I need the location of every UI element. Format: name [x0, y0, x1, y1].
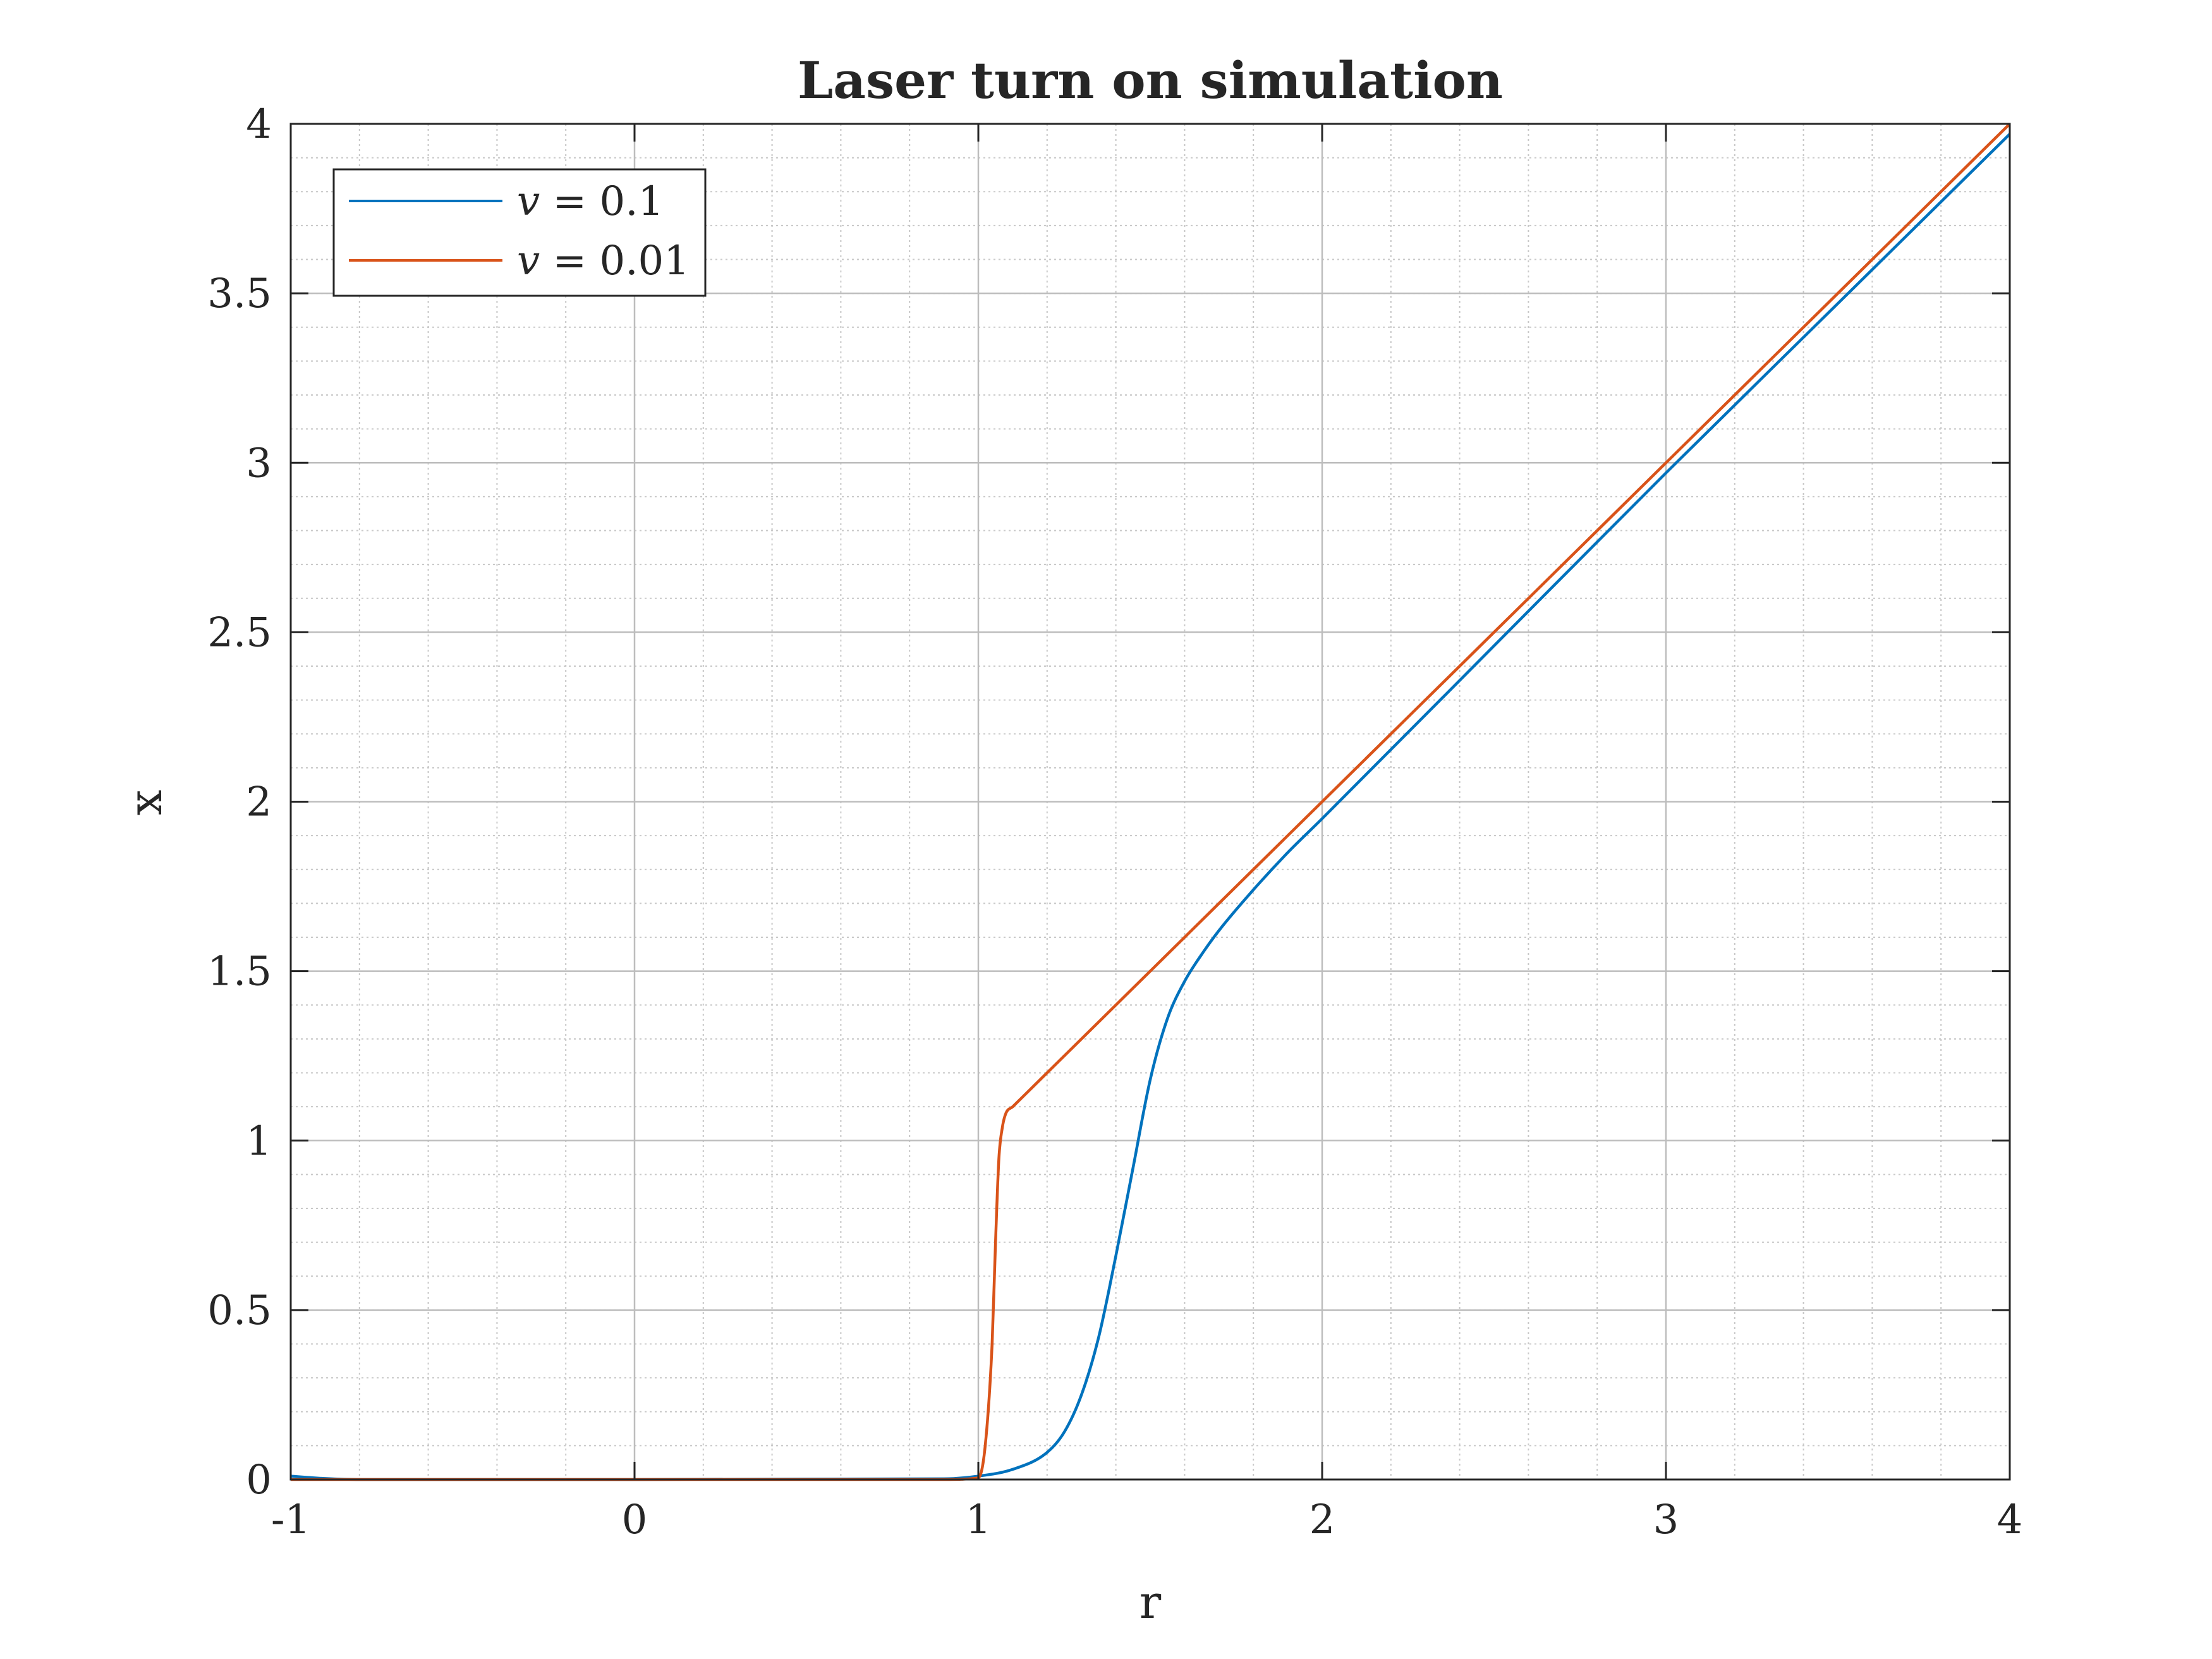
y-tick-label-1: 0.5 — [207, 1287, 272, 1334]
x-tick-label-4: 3 — [1653, 1497, 1679, 1543]
x-tick-label-0: -1 — [271, 1497, 310, 1543]
tick-marks — [289, 123, 2011, 1481]
x-tick-label-2: 1 — [966, 1497, 992, 1543]
y-tick-label-5: 2.5 — [207, 609, 272, 656]
legend-label-v01-var: v — [517, 178, 540, 225]
x-tick-label-1: 0 — [622, 1497, 648, 1543]
y-tick-labels: 0 0.5 1 1.5 2 2.5 3 3.5 4 — [207, 101, 272, 1504]
legend-label-v01: v = 0.1 — [517, 178, 664, 225]
legend-label-v001: v = 0.01 — [517, 238, 690, 284]
legend-label-v001-var: v — [517, 238, 540, 284]
y-axis-label: x — [119, 790, 172, 816]
y-tick-label-8: 4 — [246, 101, 272, 148]
x-tick-labels: -1 0 1 2 3 4 — [271, 1497, 2023, 1543]
legend-label-v001-value: = 0.01 — [540, 238, 690, 284]
x-tick-label-5: 4 — [1997, 1497, 2023, 1543]
y-tick-label-7: 3.5 — [207, 270, 272, 317]
legend-label-v01-value: = 0.1 — [540, 178, 664, 225]
y-tick-label-0: 0 — [246, 1457, 272, 1504]
y-tick-label-4: 2 — [246, 779, 272, 826]
legend-box — [332, 168, 707, 297]
x-axis-label: r — [1139, 1576, 1162, 1629]
x-tick-label-3: 2 — [1310, 1497, 1335, 1543]
legend: v = 0.1 v = 0.01 — [332, 168, 707, 297]
chart-title: Laser turn on simulation — [798, 51, 1503, 110]
y-tick-label-6: 3 — [246, 440, 272, 487]
y-tick-label-3: 1.5 — [207, 949, 272, 995]
y-tick-label-2: 1 — [246, 1118, 272, 1165]
